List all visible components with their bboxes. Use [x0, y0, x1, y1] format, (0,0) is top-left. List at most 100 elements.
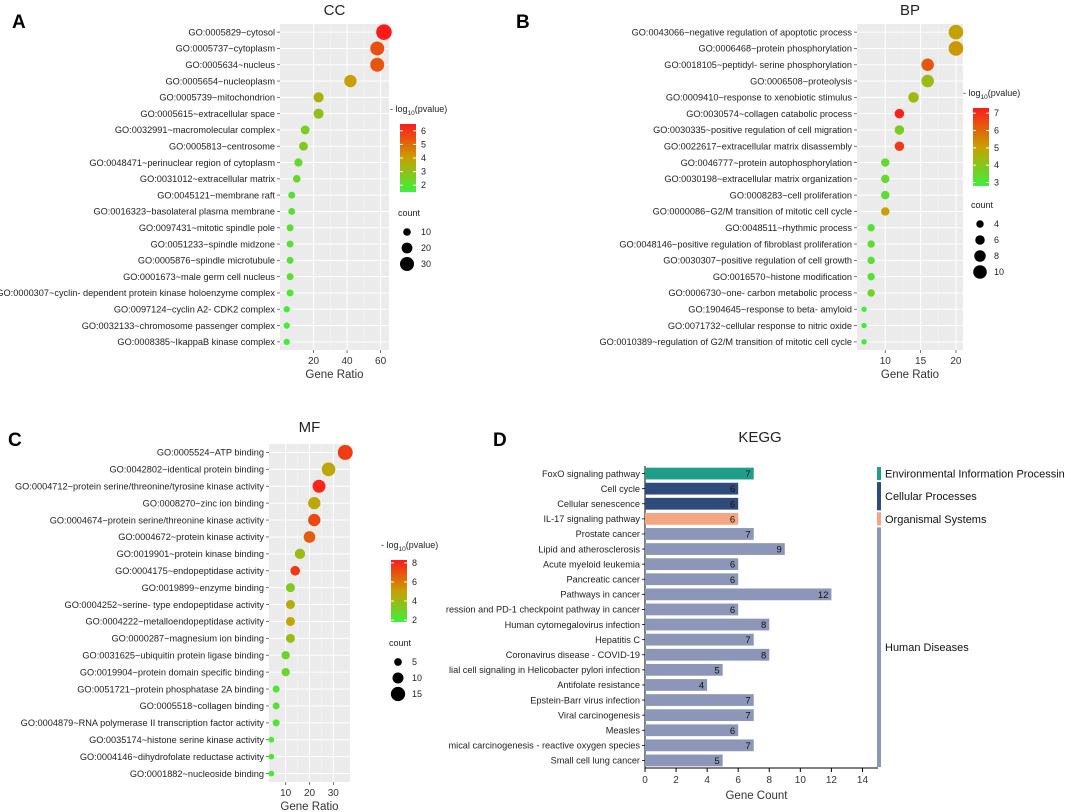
data-point: [948, 41, 964, 56]
x-tick-label: 6: [735, 775, 741, 786]
x-tick-label: 20: [308, 356, 320, 367]
category-label: GO:0005634~nucleus: [185, 60, 275, 70]
category-label: GO:0006508~proteolysis: [750, 76, 852, 86]
category-label: FoxO signaling pathway: [542, 469, 640, 479]
data-point: [268, 770, 275, 777]
category-label: GO:0001882~nucleoside binding: [130, 769, 264, 779]
size-legend-dot: [392, 672, 404, 684]
bar: [645, 497, 739, 510]
category-label: GO:0005829~cytosol: [188, 27, 275, 37]
x-axis-title: Gene Ratio: [305, 369, 363, 381]
category-label: GO:0000287~magnesium ion binding: [112, 634, 264, 644]
bar: [645, 588, 832, 601]
category-label: GO:0048511~rhythmic process: [725, 223, 852, 233]
bar: [645, 467, 754, 480]
data-point: [921, 58, 934, 72]
chart-title: MF: [299, 419, 321, 436]
x-axis-title: Gene Ratio: [881, 369, 939, 381]
data-point: [308, 496, 321, 510]
bar-value-label: 6: [730, 605, 735, 616]
bar-value-label: 7: [745, 529, 750, 540]
chart-title: KEGG: [738, 429, 781, 446]
data-point: [313, 92, 324, 103]
category-label: GO:0005737~cytoplasm: [176, 44, 276, 54]
x-tick-label: 10: [280, 788, 292, 799]
data-point: [292, 175, 301, 183]
data-point: [881, 158, 890, 167]
category-label: Viral carcinogenesis: [558, 710, 640, 720]
category-group-label: Environmental Information Processing: [885, 469, 1065, 481]
panel-letter-a: A: [12, 12, 26, 33]
x-tick-label: 60: [375, 356, 387, 367]
category-label: GO:0030307~positive regulation of cell g…: [663, 256, 852, 266]
data-point: [272, 702, 280, 710]
category-label: GO:0004674~protein serine/threonine kina…: [50, 515, 265, 525]
x-axis-title: Gene Ratio: [280, 801, 338, 812]
data-point: [299, 141, 308, 151]
category-label: GO:0005813~centrosome: [169, 141, 275, 151]
panel-letter-c: C: [8, 430, 22, 451]
category-label: Coronavirus disease - COVID-19: [506, 650, 640, 660]
bar-value-label: 7: [745, 635, 750, 646]
bar-value-label: 4: [699, 680, 704, 691]
bar: [645, 754, 723, 767]
x-tick-label: 4: [704, 775, 710, 786]
size-legend-label: 4: [994, 219, 999, 229]
data-point: [285, 633, 295, 643]
bar: [645, 739, 754, 752]
category-label: GO:0005876~spindle microtubule: [138, 256, 275, 266]
data-point: [921, 74, 934, 88]
bar-value-label: 6: [730, 499, 735, 510]
size-legend-label: 20: [421, 243, 431, 253]
category-label: GO:0051233~spindle midzone: [151, 239, 275, 249]
data-point: [288, 191, 296, 199]
bar: [645, 679, 708, 691]
x-tick-label: 12: [826, 775, 838, 786]
bar-value-label: 7: [745, 696, 750, 707]
data-point: [867, 289, 875, 297]
category-label: GO:0030198~extracellular matrix organiza…: [664, 174, 852, 184]
category-label: GO:0004175~endopeptidase activity: [115, 566, 264, 576]
bar: [645, 648, 770, 661]
data-point: [861, 339, 867, 345]
data-point: [285, 600, 295, 610]
category-label: GO:0097124~cyclin A2- CDK2 complex: [114, 304, 276, 314]
category-label: GO:0019899~enzyme binding: [142, 583, 264, 593]
category-strip: [877, 527, 881, 767]
data-point: [867, 224, 875, 232]
chart-kegg: KEGG 0 2 4 6 8 10 12 14 Gene Count 7 FoxO signaling…: [446, 429, 1065, 802]
bar: [645, 528, 754, 540]
panel-letter-d: D: [493, 430, 507, 451]
data-point: [281, 667, 290, 677]
x-tick-label: 20: [304, 788, 316, 799]
size-legend-label: 5: [412, 657, 417, 667]
color-bar: [973, 108, 989, 186]
x-tick-label: 40: [342, 356, 354, 367]
category-label: GO:1904645~response to beta- amyloid: [688, 304, 852, 314]
category-label: GO:0005739~mitochondrion: [159, 93, 275, 103]
category-label: GO:0030574~collagen catabolic process: [686, 109, 852, 119]
bar: [645, 633, 754, 646]
data-point: [300, 125, 310, 135]
category-label: GO:0005518~collagen binding: [140, 701, 264, 711]
data-point: [268, 753, 275, 760]
category-label: GO:0030335~positive regulation of cell m…: [653, 125, 852, 135]
bar: [645, 618, 770, 631]
category-label: GO:0008385~IkappaB kinase complex: [117, 337, 275, 347]
bar: [645, 482, 739, 495]
category-label: GO:0019904~protein domain specific bindi…: [80, 667, 264, 677]
color-bar: [400, 124, 416, 192]
bar-value-label: 6: [730, 484, 735, 495]
data-point: [867, 272, 875, 281]
data-point: [286, 256, 294, 264]
panel-letter-b: B: [516, 12, 530, 33]
category-label: Epstein-Barr virus infection: [530, 695, 640, 705]
data-point: [894, 141, 905, 151]
data-point: [312, 479, 326, 493]
data-point: [303, 531, 316, 543]
color-legend-title: - log10(pvalue): [963, 88, 1020, 101]
size-legend-dot: [401, 242, 413, 254]
data-point: [285, 583, 295, 593]
x-tick-label: 10: [795, 775, 807, 786]
